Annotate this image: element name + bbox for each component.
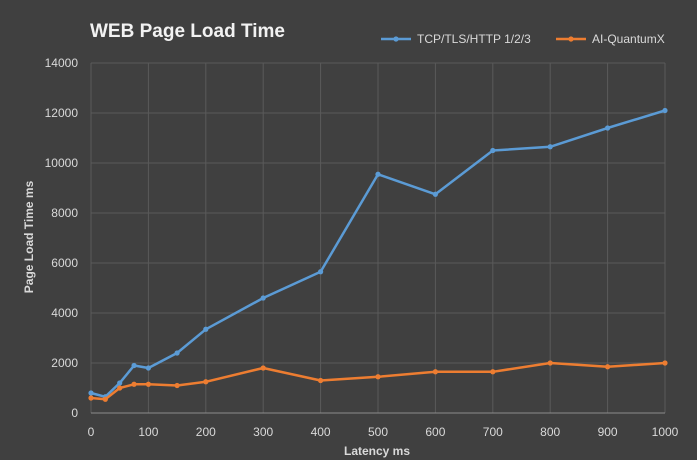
legend-item: TCP/TLS/HTTP 1/2/3	[381, 32, 531, 46]
x-tick-label: 500	[368, 425, 388, 439]
data-point	[318, 269, 324, 275]
legend-swatch-marker	[568, 36, 574, 42]
legend-swatch-marker	[393, 36, 399, 42]
data-point	[375, 171, 381, 177]
y-tick-label: 6000	[51, 256, 78, 270]
x-tick-label: 300	[253, 425, 273, 439]
data-point	[88, 395, 94, 401]
legend: TCP/TLS/HTTP 1/2/3 AI-QuantumX	[381, 32, 665, 46]
data-point	[375, 374, 381, 380]
x-tick-label: 1000	[652, 425, 679, 439]
data-point	[145, 365, 151, 371]
data-point	[174, 382, 180, 389]
y-tick-label: 4000	[51, 306, 78, 320]
legend-label: TCP/TLS/HTTP 1/2/3	[417, 32, 531, 46]
y-tick-label: 12000	[45, 106, 79, 120]
data-point	[547, 360, 553, 366]
y-tick-label: 0	[71, 406, 78, 420]
data-point	[432, 191, 438, 197]
x-tick-label: 600	[425, 425, 445, 439]
data-point	[490, 147, 496, 154]
grid	[90, 62, 666, 413]
x-axis-label: Latency ms	[344, 444, 410, 458]
data-point	[203, 379, 209, 385]
y-tick-label: 2000	[51, 356, 78, 370]
data-point	[662, 107, 668, 114]
axes: 0 2000 4000 6000 8000 10000 12000 14000 0 100 200 3…	[45, 56, 679, 439]
legend-label: AI-QuantumX	[592, 32, 665, 46]
legend-item: AI-QuantumX	[556, 32, 665, 46]
data-point	[131, 362, 137, 369]
y-axis-label: Page Load Time ms	[22, 180, 36, 293]
x-tick-label: 200	[196, 425, 216, 439]
data-point	[117, 380, 123, 386]
x-tick-label: 0	[88, 425, 95, 439]
data-point	[260, 365, 266, 371]
data-point	[260, 295, 266, 301]
data-point	[131, 381, 137, 387]
data-point	[547, 144, 553, 150]
data-point	[432, 369, 438, 375]
x-tick-label: 100	[138, 425, 158, 439]
y-tick-label: 10000	[45, 156, 79, 170]
series	[88, 107, 668, 402]
x-tick-label: 400	[311, 425, 331, 439]
y-tick-label: 14000	[45, 56, 79, 70]
series-group	[88, 107, 668, 400]
x-tick-label: 900	[598, 425, 618, 439]
data-point	[605, 125, 611, 131]
x-tick-label: 800	[540, 425, 560, 439]
data-point	[102, 396, 108, 402]
data-point	[145, 381, 151, 387]
chart-title: WEB Page Load Time	[90, 21, 285, 42]
data-point	[203, 326, 209, 332]
data-point	[174, 350, 180, 356]
data-point	[490, 369, 496, 375]
x-tick-label: 700	[483, 425, 503, 439]
series-group	[88, 360, 668, 402]
data-point	[605, 364, 611, 370]
data-point	[318, 377, 324, 384]
data-point	[117, 385, 123, 391]
data-point	[662, 360, 668, 366]
y-tick-label: 8000	[51, 206, 78, 220]
data-point	[88, 390, 94, 396]
